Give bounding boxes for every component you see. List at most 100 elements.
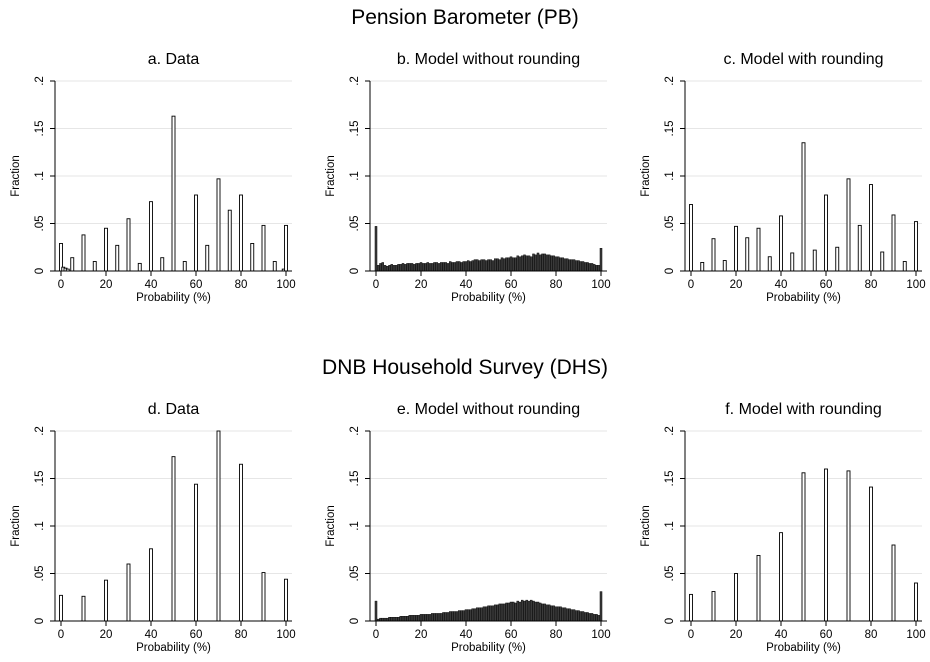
- bar: [557, 256, 560, 272]
- y-tick-label: 0: [664, 618, 676, 624]
- bar: [595, 265, 598, 272]
- bar: [137, 262, 142, 272]
- bar: [284, 224, 288, 272]
- bar: [494, 604, 497, 622]
- bar: [767, 256, 772, 272]
- bar: [272, 261, 277, 272]
- bar: [835, 246, 840, 272]
- bar: [451, 611, 454, 622]
- bar: [435, 262, 438, 272]
- y-tick-label: .1: [34, 171, 46, 181]
- y-tick-label: .2: [664, 426, 676, 436]
- bar: [801, 472, 806, 622]
- bar: [462, 261, 465, 272]
- bar: [433, 262, 436, 272]
- bar: [261, 224, 266, 272]
- bar: [239, 463, 243, 622]
- y-tick-label: .15: [349, 471, 361, 487]
- bar: [397, 264, 400, 272]
- bar: [557, 606, 560, 622]
- x-tick-label: 100: [591, 279, 610, 291]
- y-tick-label: .2: [34, 426, 46, 436]
- bar: [491, 260, 495, 272]
- bar: [395, 265, 398, 272]
- bar: [554, 256, 558, 272]
- bar: [160, 257, 165, 272]
- bar: [869, 184, 873, 272]
- bar: [467, 260, 470, 272]
- bar: [487, 259, 490, 272]
- bar: [478, 607, 481, 622]
- bar: [541, 253, 544, 272]
- x-tick-label: 100: [276, 629, 295, 641]
- x-tick-label: 0: [688, 629, 694, 641]
- bar: [584, 262, 587, 272]
- bar: [572, 609, 576, 622]
- bar: [489, 605, 492, 622]
- bar: [390, 264, 393, 272]
- y-axis-label: Fraction: [640, 155, 652, 197]
- bar: [902, 261, 907, 272]
- chart-title: e. Model without rounding: [397, 401, 580, 418]
- bar: [689, 593, 693, 622]
- bar: [521, 599, 524, 622]
- bar: [534, 254, 537, 272]
- bar: [182, 261, 187, 272]
- y-axis-label: Fraction: [10, 505, 22, 547]
- bar: [397, 616, 400, 622]
- bar: [149, 548, 153, 622]
- bar: [586, 612, 589, 622]
- bar: [812, 249, 817, 272]
- bar: [494, 258, 497, 272]
- x-tick-label: 80: [235, 279, 248, 291]
- bar: [527, 600, 531, 622]
- bar: [512, 601, 515, 622]
- x-tick-label: 0: [58, 629, 64, 641]
- bar: [539, 254, 542, 272]
- bar: [496, 604, 499, 622]
- bar: [543, 603, 546, 622]
- bar: [525, 599, 528, 622]
- bar: [548, 254, 551, 272]
- x-tick-label: 100: [276, 279, 295, 291]
- bar: [401, 263, 405, 272]
- y-axis-label: Fraction: [10, 155, 22, 197]
- bar: [415, 263, 418, 272]
- bar: [440, 262, 443, 272]
- bar: [496, 258, 499, 272]
- bar: [561, 607, 564, 622]
- bar: [81, 595, 86, 622]
- y-tick-label: 0: [349, 268, 361, 274]
- x-tick-label: 60: [820, 279, 833, 291]
- bar: [525, 255, 528, 272]
- bar: [426, 614, 429, 622]
- bar: [514, 257, 517, 272]
- bar: [700, 261, 705, 272]
- bar: [869, 486, 873, 622]
- bar: [458, 610, 461, 622]
- bar: [503, 258, 506, 272]
- bar: [440, 613, 443, 622]
- x-tick-label: 20: [415, 279, 428, 291]
- bar: [413, 615, 416, 622]
- bar: [415, 615, 418, 622]
- bar: [419, 262, 423, 272]
- y-tick-label: .15: [349, 121, 361, 137]
- y-tick-label: .15: [34, 121, 46, 137]
- bar: [489, 259, 492, 272]
- bar: [570, 259, 573, 272]
- bar: [505, 602, 508, 622]
- bar: [734, 225, 738, 272]
- y-tick-label: .2: [349, 426, 361, 436]
- bar: [92, 261, 97, 272]
- bar: [428, 263, 432, 272]
- bar: [126, 218, 131, 272]
- bar: [126, 563, 131, 622]
- bar: [566, 608, 569, 622]
- bar: [478, 260, 481, 272]
- bar: [377, 265, 380, 272]
- bar: [406, 263, 409, 272]
- bar: [593, 614, 596, 622]
- x-axis-label: Probability (%): [766, 292, 841, 304]
- bar: [575, 260, 578, 272]
